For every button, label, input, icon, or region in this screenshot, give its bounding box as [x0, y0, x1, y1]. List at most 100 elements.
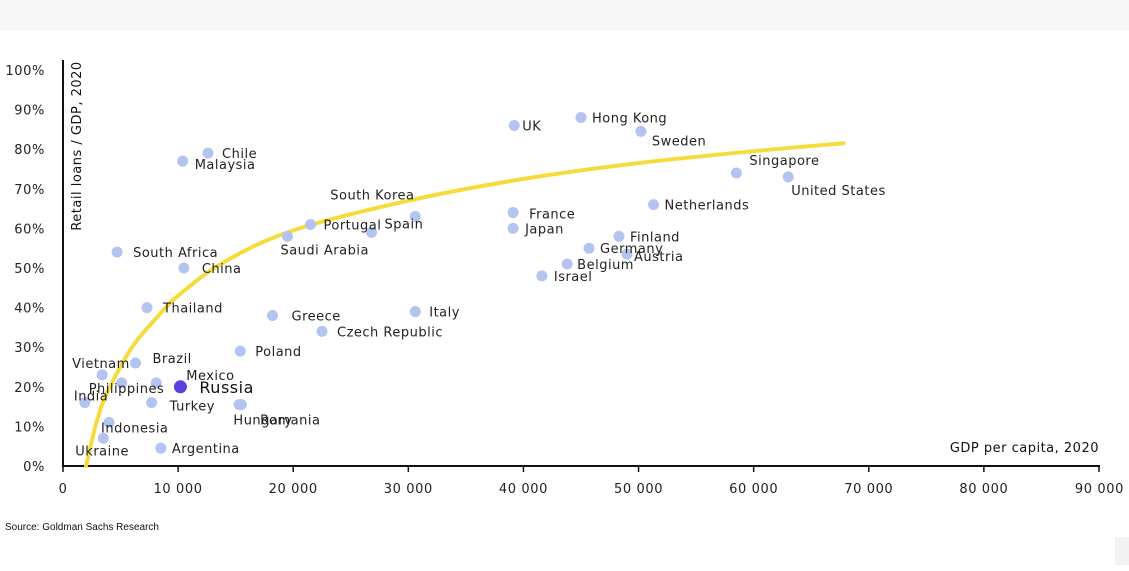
label-ukraine: Ukraine	[75, 444, 129, 459]
label-uk: UK	[522, 119, 541, 134]
label-india: India	[74, 390, 108, 405]
point-indonesia	[103, 416, 115, 428]
point-ukraine	[97, 432, 109, 444]
point-belgium	[561, 258, 573, 270]
y-tick-label: 80%	[14, 143, 45, 158]
label-czech-republic: Czech Republic	[337, 325, 443, 340]
axes	[62, 60, 1100, 467]
x-tick-label: 10 000	[154, 482, 203, 497]
label-saudi-arabia: Saudi Arabia	[280, 243, 369, 258]
label-austria: Austria	[634, 250, 683, 265]
x-tick-label: 30 000	[384, 482, 433, 497]
point-china	[178, 262, 190, 274]
label-chile: Chile	[222, 147, 257, 162]
y-tick-label: 30%	[14, 341, 45, 356]
point-sweden	[635, 125, 647, 137]
point-singapore	[730, 167, 742, 179]
point-poland	[234, 345, 246, 357]
point-israel	[536, 270, 548, 282]
point-chile	[202, 147, 214, 159]
point-mexico	[150, 377, 162, 389]
point-saudi-arabia	[281, 230, 293, 242]
y-tick-label: 70%	[14, 183, 45, 198]
y-tick-label: 100%	[5, 64, 45, 79]
point-russia	[173, 380, 187, 394]
label-romania: Romania	[260, 414, 320, 429]
label-vietnam: Vietnam	[72, 357, 130, 372]
point-japan	[507, 222, 519, 234]
point-united-states	[782, 171, 794, 183]
point-portugal	[304, 218, 316, 230]
y-tick-label: 50%	[14, 262, 45, 277]
y-tick-label: 10%	[14, 420, 45, 435]
x-tick-label: 20 000	[269, 482, 318, 497]
y-tick-label: 20%	[14, 381, 45, 396]
label-china: China	[202, 262, 242, 277]
point-uk	[508, 119, 520, 131]
label-finland: Finland	[630, 230, 680, 245]
label-philippines: Philippines	[89, 382, 165, 397]
x-tick-label: 60 000	[729, 482, 778, 497]
label-brazil: Brazil	[153, 352, 192, 367]
point-germany	[583, 242, 595, 254]
label-mexico: Mexico	[186, 369, 234, 384]
label-netherlands: Netherlands	[665, 199, 750, 214]
point-romania	[233, 399, 245, 411]
point-netherlands	[648, 199, 660, 211]
source-note: Source: Goldman Sachs Research	[5, 522, 159, 533]
corner-widget	[1115, 537, 1129, 565]
x-tick-label: 40 000	[499, 482, 548, 497]
y-tick-label: 40%	[14, 302, 45, 317]
label-israel: Israel	[554, 270, 593, 285]
label-greece: Greece	[292, 310, 341, 325]
x-tick-label: 80 000	[959, 482, 1008, 497]
point-south-korea	[409, 211, 421, 223]
x-tick-label: 90 000	[1075, 482, 1124, 497]
point-finland	[613, 230, 625, 242]
x-axis-ticks: 0 10 000 20 000 30 000 40 000 50 000 60 000 70 …	[59, 466, 1124, 497]
label-spain: Spain	[384, 217, 423, 232]
point-india	[79, 397, 91, 409]
y-tick-label: 0%	[23, 460, 45, 475]
label-hong-kong: Hong Kong	[592, 112, 667, 127]
trend-line	[84, 141, 846, 468]
label-turkey: Turkey	[169, 400, 215, 415]
point-vietnam	[96, 369, 108, 381]
label-south-korea: South Korea	[330, 189, 414, 204]
point-philippines	[116, 377, 128, 389]
point-greece	[267, 310, 279, 322]
y-axis-title: Retail loans / GDP, 2020	[70, 61, 85, 230]
point-argentina	[155, 442, 167, 454]
label-sweden: Sweden	[652, 134, 706, 149]
label-france: France	[529, 208, 575, 223]
point-austria	[621, 248, 633, 260]
x-tick-label: 0	[59, 482, 68, 497]
label-south-africa: South Africa	[133, 246, 218, 261]
top-band	[0, 0, 1129, 30]
y-axis-ticks: 0% 10% 20% 30% 40% 50% 60% 70% 80% 90% 100%	[5, 64, 45, 475]
point-turkey	[146, 397, 158, 409]
point-south-africa	[111, 246, 123, 258]
point-italy	[409, 306, 421, 318]
point-spain	[365, 226, 377, 238]
label-hungary: Hungary	[233, 414, 292, 429]
label-japan: Japan	[524, 222, 564, 237]
point-brazil	[130, 357, 142, 369]
point-czech-republic	[316, 325, 328, 337]
point-hong-kong	[575, 112, 587, 124]
point-malaysia	[177, 155, 189, 167]
label-indonesia: Indonesia	[101, 421, 168, 436]
label-united-states: United States	[791, 184, 886, 199]
x-tick-label: 70 000	[844, 482, 893, 497]
data-points	[79, 112, 794, 454]
x-axis-title: GDP per capita, 2020	[950, 441, 1099, 456]
point-thailand	[141, 302, 153, 314]
label-italy: Italy	[429, 306, 460, 321]
label-argentina: Argentina	[172, 442, 240, 457]
label-germany: Germany	[600, 242, 663, 257]
label-portugal: Portugal	[323, 218, 381, 233]
y-tick-label: 90%	[14, 104, 45, 119]
label-malaysia: Malaysia	[195, 158, 256, 173]
